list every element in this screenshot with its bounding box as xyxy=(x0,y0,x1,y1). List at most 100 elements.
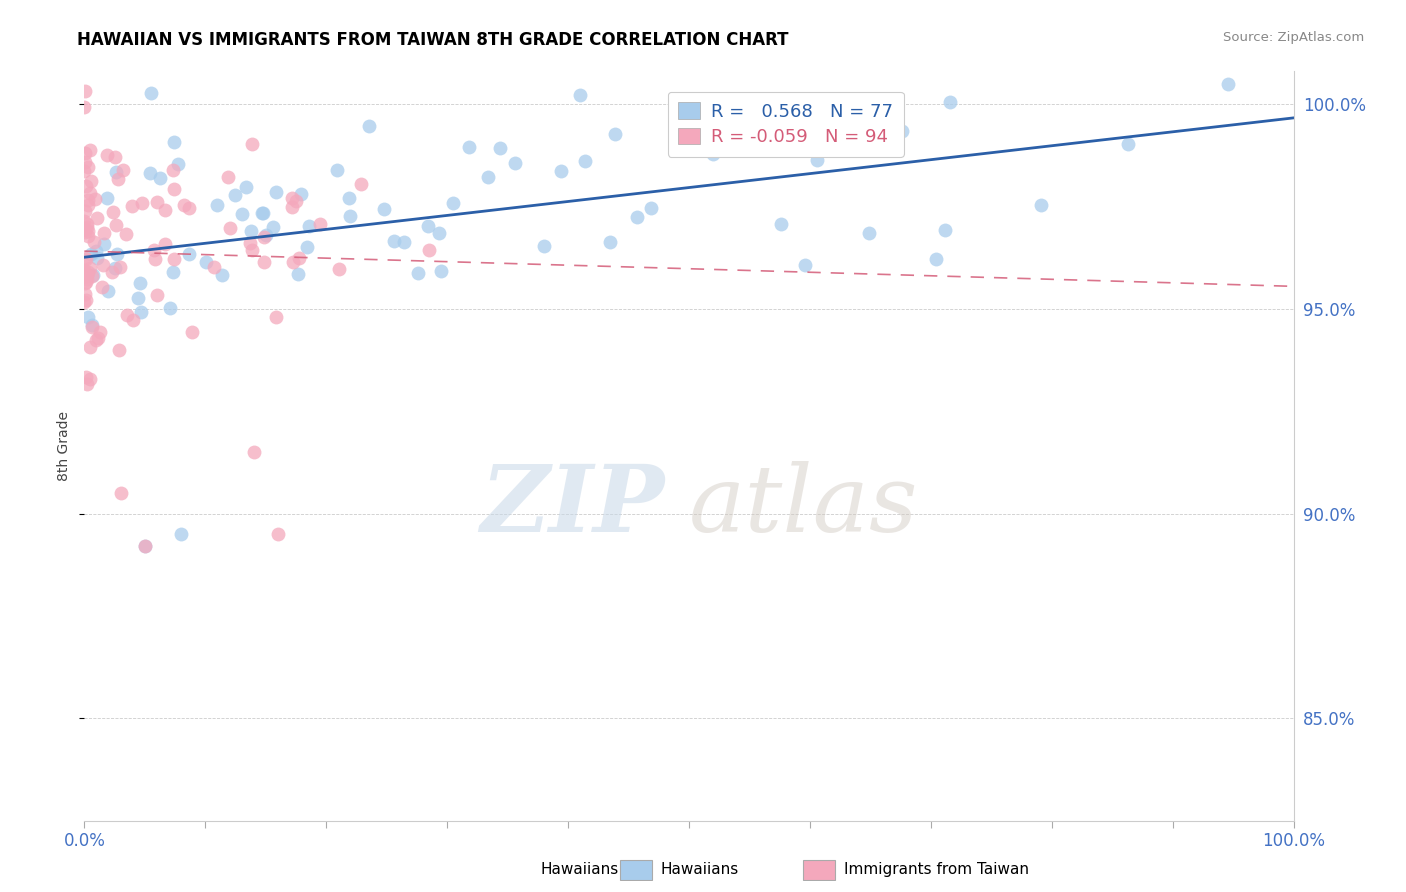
Point xyxy=(155,237,177,252)
Point xyxy=(104,150,127,164)
Point xyxy=(769,217,792,231)
Point xyxy=(163,252,186,266)
Point xyxy=(73,295,96,310)
Point xyxy=(640,201,662,215)
Point xyxy=(82,268,104,282)
Point xyxy=(925,252,948,266)
Text: atlas: atlas xyxy=(689,461,918,551)
Point xyxy=(794,259,817,273)
Point xyxy=(108,260,131,274)
Point xyxy=(235,180,257,194)
Point xyxy=(77,310,100,324)
Point xyxy=(131,196,153,211)
Point xyxy=(170,527,193,541)
Point xyxy=(121,313,143,327)
Point xyxy=(550,164,572,178)
Point xyxy=(159,301,181,316)
Point xyxy=(205,198,228,212)
Point xyxy=(281,200,304,214)
Text: Hawaiians: Hawaiians xyxy=(540,863,619,877)
Point xyxy=(489,141,512,155)
Point xyxy=(1118,137,1140,152)
Point xyxy=(533,238,555,252)
Point xyxy=(105,164,128,178)
Point xyxy=(117,308,139,322)
Point xyxy=(252,206,274,220)
Point xyxy=(262,220,284,235)
Point xyxy=(103,205,125,219)
Point xyxy=(224,188,246,202)
Point xyxy=(79,260,101,275)
Point xyxy=(357,120,380,134)
Point xyxy=(139,166,162,180)
Point xyxy=(250,205,273,219)
Point xyxy=(219,220,242,235)
Point xyxy=(73,287,96,301)
Point xyxy=(73,263,96,277)
Point xyxy=(290,187,312,202)
Point xyxy=(80,318,103,333)
Point xyxy=(891,123,914,137)
Point xyxy=(441,195,464,210)
Point xyxy=(806,153,828,168)
Point xyxy=(73,251,96,265)
Text: HAWAIIAN VS IMMIGRANTS FROM TAIWAN 8TH GRADE CORRELATION CHART: HAWAIIAN VS IMMIGRANTS FROM TAIWAN 8TH G… xyxy=(77,31,789,49)
Point xyxy=(177,247,200,261)
Point xyxy=(93,226,115,240)
Point xyxy=(297,240,319,254)
Point xyxy=(217,170,239,185)
Point xyxy=(110,486,132,500)
Point xyxy=(934,223,956,237)
Point xyxy=(75,293,97,307)
Point xyxy=(73,213,96,227)
Point xyxy=(167,157,190,171)
Point xyxy=(89,325,111,339)
Point xyxy=(339,209,361,223)
Point xyxy=(86,211,108,225)
Point xyxy=(285,194,308,209)
Point xyxy=(79,186,101,200)
Point xyxy=(96,148,118,162)
Legend: R =   0.568   N = 77, R = -0.059   N = 94: R = 0.568 N = 77, R = -0.059 N = 94 xyxy=(668,92,904,157)
Point xyxy=(288,251,311,265)
Point xyxy=(127,291,149,305)
Text: Immigrants from Taiwan: Immigrants from Taiwan xyxy=(844,863,1029,877)
Point xyxy=(568,88,591,103)
Point xyxy=(121,199,143,213)
Point xyxy=(416,219,439,233)
Point xyxy=(145,194,167,209)
Point xyxy=(76,377,98,392)
FancyBboxPatch shape xyxy=(620,860,652,880)
Point xyxy=(146,287,169,301)
Point xyxy=(406,266,429,280)
Point xyxy=(599,235,621,250)
Point xyxy=(75,252,97,267)
Point xyxy=(104,261,127,276)
Point xyxy=(77,265,100,279)
Point xyxy=(77,224,100,238)
Y-axis label: 8th Grade: 8th Grade xyxy=(58,411,72,481)
Point xyxy=(86,244,108,259)
Point xyxy=(83,192,105,206)
Point xyxy=(83,235,105,249)
Point xyxy=(73,269,96,284)
Point xyxy=(87,331,110,345)
Point xyxy=(76,220,98,235)
Point xyxy=(114,227,136,241)
Point xyxy=(427,226,450,240)
Text: ZIP: ZIP xyxy=(481,461,665,551)
Point xyxy=(173,197,195,211)
Point xyxy=(75,275,97,289)
Point xyxy=(75,222,97,236)
Point xyxy=(77,193,100,207)
Point xyxy=(162,162,184,177)
Point xyxy=(162,181,184,195)
Point xyxy=(373,202,395,216)
Point xyxy=(93,237,115,252)
Point xyxy=(858,227,880,241)
Point xyxy=(79,340,101,354)
Point xyxy=(129,305,152,319)
Point xyxy=(73,265,96,279)
Point xyxy=(84,333,107,347)
Point xyxy=(1029,198,1052,212)
